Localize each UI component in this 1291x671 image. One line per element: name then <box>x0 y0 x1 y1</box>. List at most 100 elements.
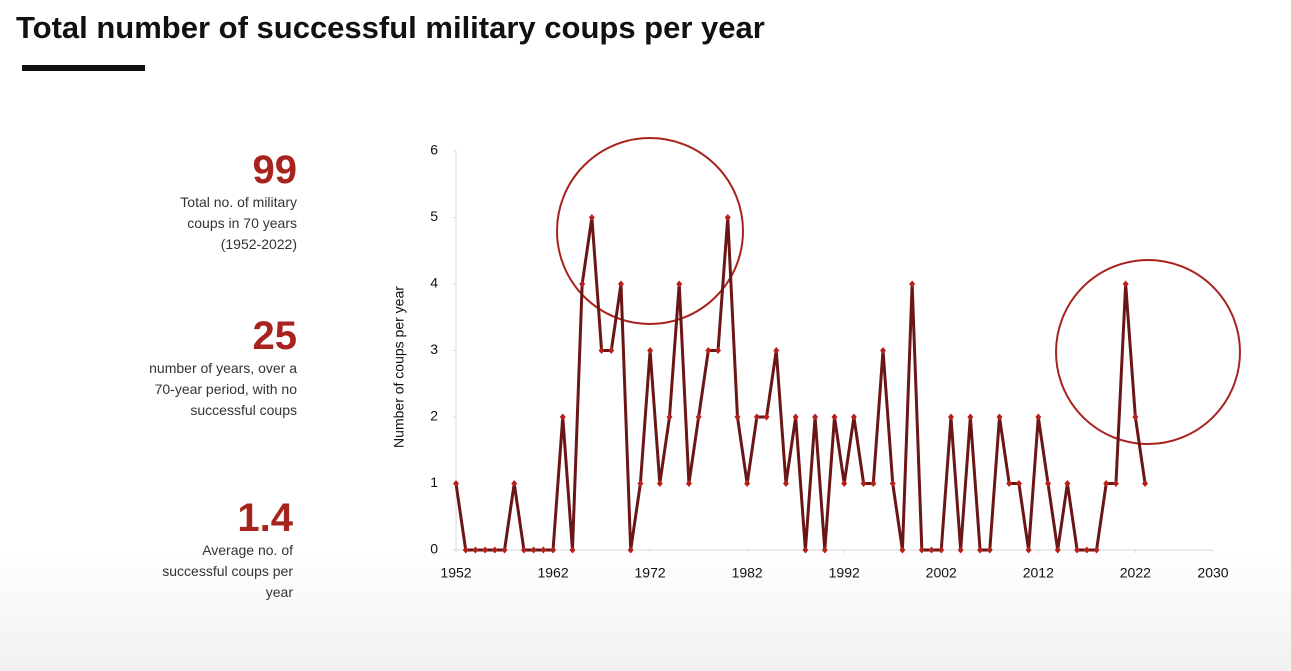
marker <box>569 546 576 554</box>
x-tick-label: 1992 <box>829 565 860 581</box>
highlight-circle <box>556 137 744 325</box>
y-tick-label: 2 <box>430 408 438 424</box>
line <box>454 216 1147 552</box>
marker <box>559 413 566 421</box>
marker <box>1083 546 1090 554</box>
marker <box>501 546 508 554</box>
marker <box>996 413 1003 421</box>
marker <box>588 214 595 221</box>
stat-block: 1.4 Average no. of successful coups per yea… <box>162 496 293 603</box>
marker <box>1025 546 1032 554</box>
marker <box>773 347 780 354</box>
marker <box>1015 480 1022 487</box>
marker <box>860 480 867 487</box>
stat-label: Average no. of <box>202 542 293 558</box>
stat-label: (1952-2022) <box>220 236 297 252</box>
y-axis-title: Number of coups per year <box>391 286 407 448</box>
marker <box>928 546 935 554</box>
marker <box>462 546 469 554</box>
x-tick-label: 2002 <box>926 565 957 581</box>
marker <box>880 347 887 354</box>
y-tick-label: 1 <box>430 474 438 490</box>
stat-label: coups in 70 years <box>187 215 297 231</box>
marker <box>1035 413 1042 421</box>
marker <box>472 546 479 554</box>
marker <box>647 347 654 354</box>
x-tick-label: 1952 <box>440 565 471 581</box>
marker <box>1054 546 1061 554</box>
x-tick-label: 2030 <box>1197 565 1228 581</box>
marker <box>656 480 663 487</box>
marker <box>598 347 605 354</box>
marker <box>1112 480 1119 487</box>
marker <box>550 546 557 554</box>
marker <box>1103 480 1110 487</box>
stat-label: number of years, over a <box>149 360 297 376</box>
marker <box>792 413 799 421</box>
stat-block: 25 number of years, over a 70-year period,… <box>149 314 297 421</box>
stat-block: 99 Total no. of military coups in 70 years… <box>180 148 297 255</box>
marker <box>889 480 896 487</box>
x-tick-label: 2022 <box>1120 565 1151 581</box>
highlight-circle <box>1055 259 1241 445</box>
marker <box>1122 280 1129 288</box>
marker <box>1006 480 1013 487</box>
marker <box>637 480 644 487</box>
marker <box>918 546 925 554</box>
marker <box>870 480 877 487</box>
marker <box>666 413 673 421</box>
marker <box>676 280 683 288</box>
marker <box>491 546 498 554</box>
y-tick-label: 0 <box>430 541 438 557</box>
stat-value: 99 <box>252 148 298 192</box>
marker <box>802 546 809 554</box>
x-tick-label: 1972 <box>635 565 666 581</box>
y-tick-label: 6 <box>430 142 438 158</box>
marker <box>1045 480 1052 487</box>
marker <box>957 546 964 554</box>
marker <box>986 546 993 554</box>
marker <box>763 413 770 421</box>
page-title: Total number of successful military coup… <box>16 10 765 45</box>
marker <box>520 546 527 554</box>
marker <box>685 480 692 487</box>
marker <box>540 546 547 554</box>
marker <box>899 546 906 554</box>
marker <box>1093 546 1100 554</box>
stat-value: 1.4 <box>237 496 293 540</box>
y-tick-label: 4 <box>430 275 438 291</box>
x-tick-label: 1982 <box>732 565 763 581</box>
marker <box>453 480 459 487</box>
x-tick-label: 1962 <box>537 565 568 581</box>
stat-label: successful coups per <box>162 563 293 579</box>
marker <box>977 546 984 554</box>
stat-label: Total no. of military <box>180 194 297 210</box>
marker <box>724 214 731 221</box>
marker <box>850 413 857 421</box>
marker <box>821 546 828 554</box>
marker <box>967 413 974 421</box>
marker <box>1074 546 1081 554</box>
marker <box>744 480 751 487</box>
stat-label: successful coups <box>190 402 297 418</box>
marker <box>627 546 634 554</box>
marker <box>715 347 722 354</box>
stat-value: 25 <box>252 314 298 358</box>
marker <box>947 413 954 421</box>
marker <box>841 480 848 487</box>
y-tick-label: 3 <box>430 341 438 357</box>
marker <box>909 280 916 288</box>
x-tick-label: 2012 <box>1023 565 1054 581</box>
marker <box>812 413 819 421</box>
marker <box>1064 480 1071 487</box>
marker <box>530 546 537 554</box>
marker <box>579 280 586 288</box>
marker <box>1132 413 1139 421</box>
marker <box>511 480 518 487</box>
stat-label: year <box>265 584 293 600</box>
stat-label: 70-year period, with no <box>154 381 297 397</box>
marker <box>695 413 702 421</box>
marker <box>608 347 615 354</box>
marker <box>938 546 945 554</box>
